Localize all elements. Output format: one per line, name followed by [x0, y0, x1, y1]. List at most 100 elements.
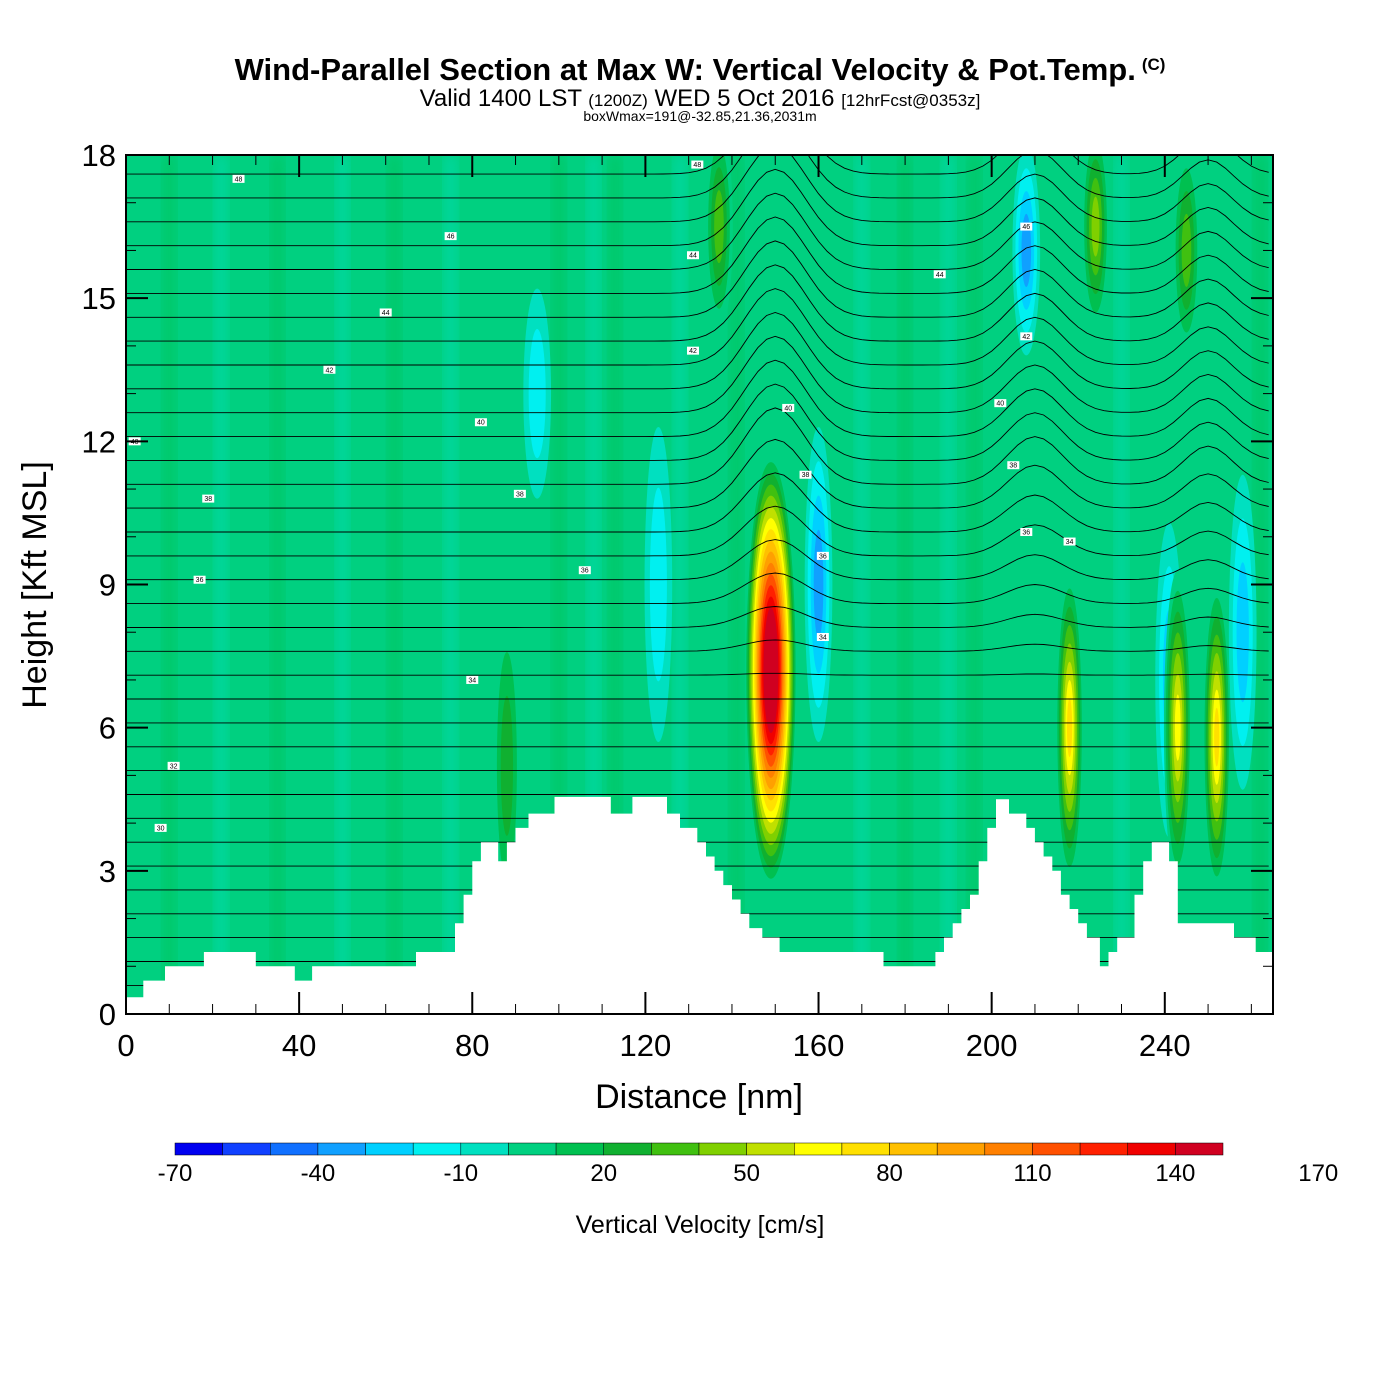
- theta-contour-line: [126, 155, 1269, 223]
- colorbar-swatch: [1175, 1142, 1224, 1156]
- contour-label: 48: [693, 162, 701, 169]
- colorbar-swatch: [508, 1142, 557, 1156]
- contour-label: 44: [689, 253, 697, 260]
- terrain-profile: [126, 796, 1273, 1014]
- velocity-contour-fill: [1181, 213, 1192, 287]
- x-tick-label: 80: [455, 1028, 489, 1063]
- y-tick-label: 15: [82, 281, 116, 316]
- velocity-contour-fill: [714, 190, 724, 264]
- forecast-info: [12hrFcst@0353z]: [841, 91, 981, 110]
- theta-contour-line: [126, 572, 1269, 605]
- colorbar-swatch: [746, 1142, 795, 1156]
- contour-label: 36: [819, 553, 827, 560]
- theta-contour-line: [126, 192, 1269, 270]
- colorbar-swatch: [889, 1142, 938, 1156]
- field-streak: [444, 155, 457, 1014]
- velocity-contour-fill: [1066, 698, 1073, 757]
- y-axis-label: Height [Kft MSL]: [16, 461, 54, 709]
- valid-utc: (1200Z): [588, 91, 648, 110]
- colorbar-swatch: [841, 1142, 890, 1156]
- velocity-contour-fill: [1236, 562, 1249, 703]
- theta-contour-line: [126, 155, 1269, 199]
- y-tick-label: 9: [99, 568, 116, 603]
- contour-label: 34: [819, 634, 827, 641]
- contour-label: 38: [516, 491, 524, 498]
- contour-label: 30: [157, 825, 165, 832]
- chart-title-text: Wind-Parallel Section at Max W: Vertical…: [234, 52, 1136, 87]
- velocity-contour-fill: [649, 487, 667, 682]
- contour-label: 46: [447, 234, 455, 241]
- contour-label-box: [167, 761, 180, 770]
- contour-label: 40: [784, 405, 792, 412]
- contour-label: 38: [1009, 463, 1017, 470]
- copyright-mark: (C): [1141, 55, 1166, 74]
- theta-contour-line: [126, 264, 1269, 342]
- colorbar-swatch: [936, 1142, 986, 1156]
- contour-label-box: [933, 270, 946, 279]
- contour-label-box: [687, 251, 700, 260]
- colorbar-swatch: [412, 1142, 462, 1156]
- velocity-contour-fill: [500, 695, 514, 836]
- contour-label-box: [323, 365, 336, 374]
- colorbar-swatch: [270, 1142, 319, 1156]
- y-tick-label: 0: [99, 997, 116, 1032]
- contour-label-box: [1020, 332, 1033, 341]
- theta-contour-line: [126, 383, 1269, 461]
- field-streak: [730, 155, 743, 1014]
- contour-label: 38: [802, 472, 810, 479]
- contour-label: 40: [996, 401, 1004, 408]
- contour-label-box: [782, 403, 795, 412]
- colorbar-tick-label: 140: [1155, 1160, 1195, 1187]
- colorbar-swatch: [317, 1142, 366, 1156]
- x-tick-label: 160: [793, 1028, 845, 1063]
- x-axis-label: Distance [nm]: [595, 1078, 803, 1116]
- contour-label-box: [578, 566, 591, 575]
- terrain-mask: [126, 796, 1273, 1014]
- velocity-contour-fill: [1214, 707, 1220, 767]
- theta-contour-line: [126, 288, 1269, 366]
- colorbar-tick-label: 110: [1013, 1160, 1051, 1187]
- colorbar-tick-label: -40: [301, 1160, 336, 1187]
- field-streak: [899, 155, 912, 1014]
- contour-label-box: [994, 399, 1007, 408]
- velocity-contour-fill: [768, 652, 774, 689]
- y-tick-label: 18: [82, 138, 116, 173]
- field-streak: [215, 155, 228, 1014]
- velocity-contour-fill: [528, 329, 546, 459]
- y-tick-label: 3: [99, 854, 116, 889]
- contour-label: 38: [204, 496, 212, 503]
- theta-contour-line: [126, 438, 1269, 509]
- contour-label-box: [687, 346, 700, 355]
- colorbar-swatch: [365, 1142, 414, 1156]
- colorbar: -70 -40 -10 20 50 80 110 140 170: [158, 1142, 1338, 1187]
- x-tick-label: 40: [282, 1028, 316, 1063]
- colorbar-swatch: [174, 1142, 223, 1156]
- contour-label: 34: [1066, 539, 1074, 546]
- colorbar-swatch: [1127, 1142, 1176, 1156]
- contour-label-box: [232, 174, 245, 183]
- contour-label-box: [1020, 222, 1033, 231]
- theta-contour-line: [126, 606, 1269, 628]
- colorbar-swatch: [651, 1142, 700, 1156]
- contour-label-box: [816, 632, 829, 641]
- field-streak: [163, 155, 176, 1014]
- colorbar-label: Vertical Velocity [cm/s]: [576, 1211, 825, 1239]
- contour-label-box: [466, 675, 479, 684]
- theta-contour-line: [126, 407, 1269, 485]
- colorbar-swatch: [222, 1142, 271, 1156]
- contour-label: 46: [1022, 224, 1030, 231]
- y-tick-label: 12: [82, 424, 116, 459]
- field-streak: [855, 155, 868, 1014]
- contour-label-box: [1007, 461, 1020, 470]
- colorbar-swatch: [698, 1142, 747, 1156]
- colorbar-swatch: [460, 1142, 509, 1156]
- contour-label: 42: [1022, 334, 1030, 341]
- contour-label: 40: [477, 420, 485, 427]
- colorbar-swatch: [1032, 1142, 1081, 1156]
- y-tick-label: 6: [99, 711, 116, 746]
- contour-label: 48: [235, 176, 243, 183]
- contour-label: 42: [326, 367, 334, 374]
- colorbar-tick-label: 50: [733, 1160, 760, 1187]
- colorbar-swatch: [794, 1142, 843, 1156]
